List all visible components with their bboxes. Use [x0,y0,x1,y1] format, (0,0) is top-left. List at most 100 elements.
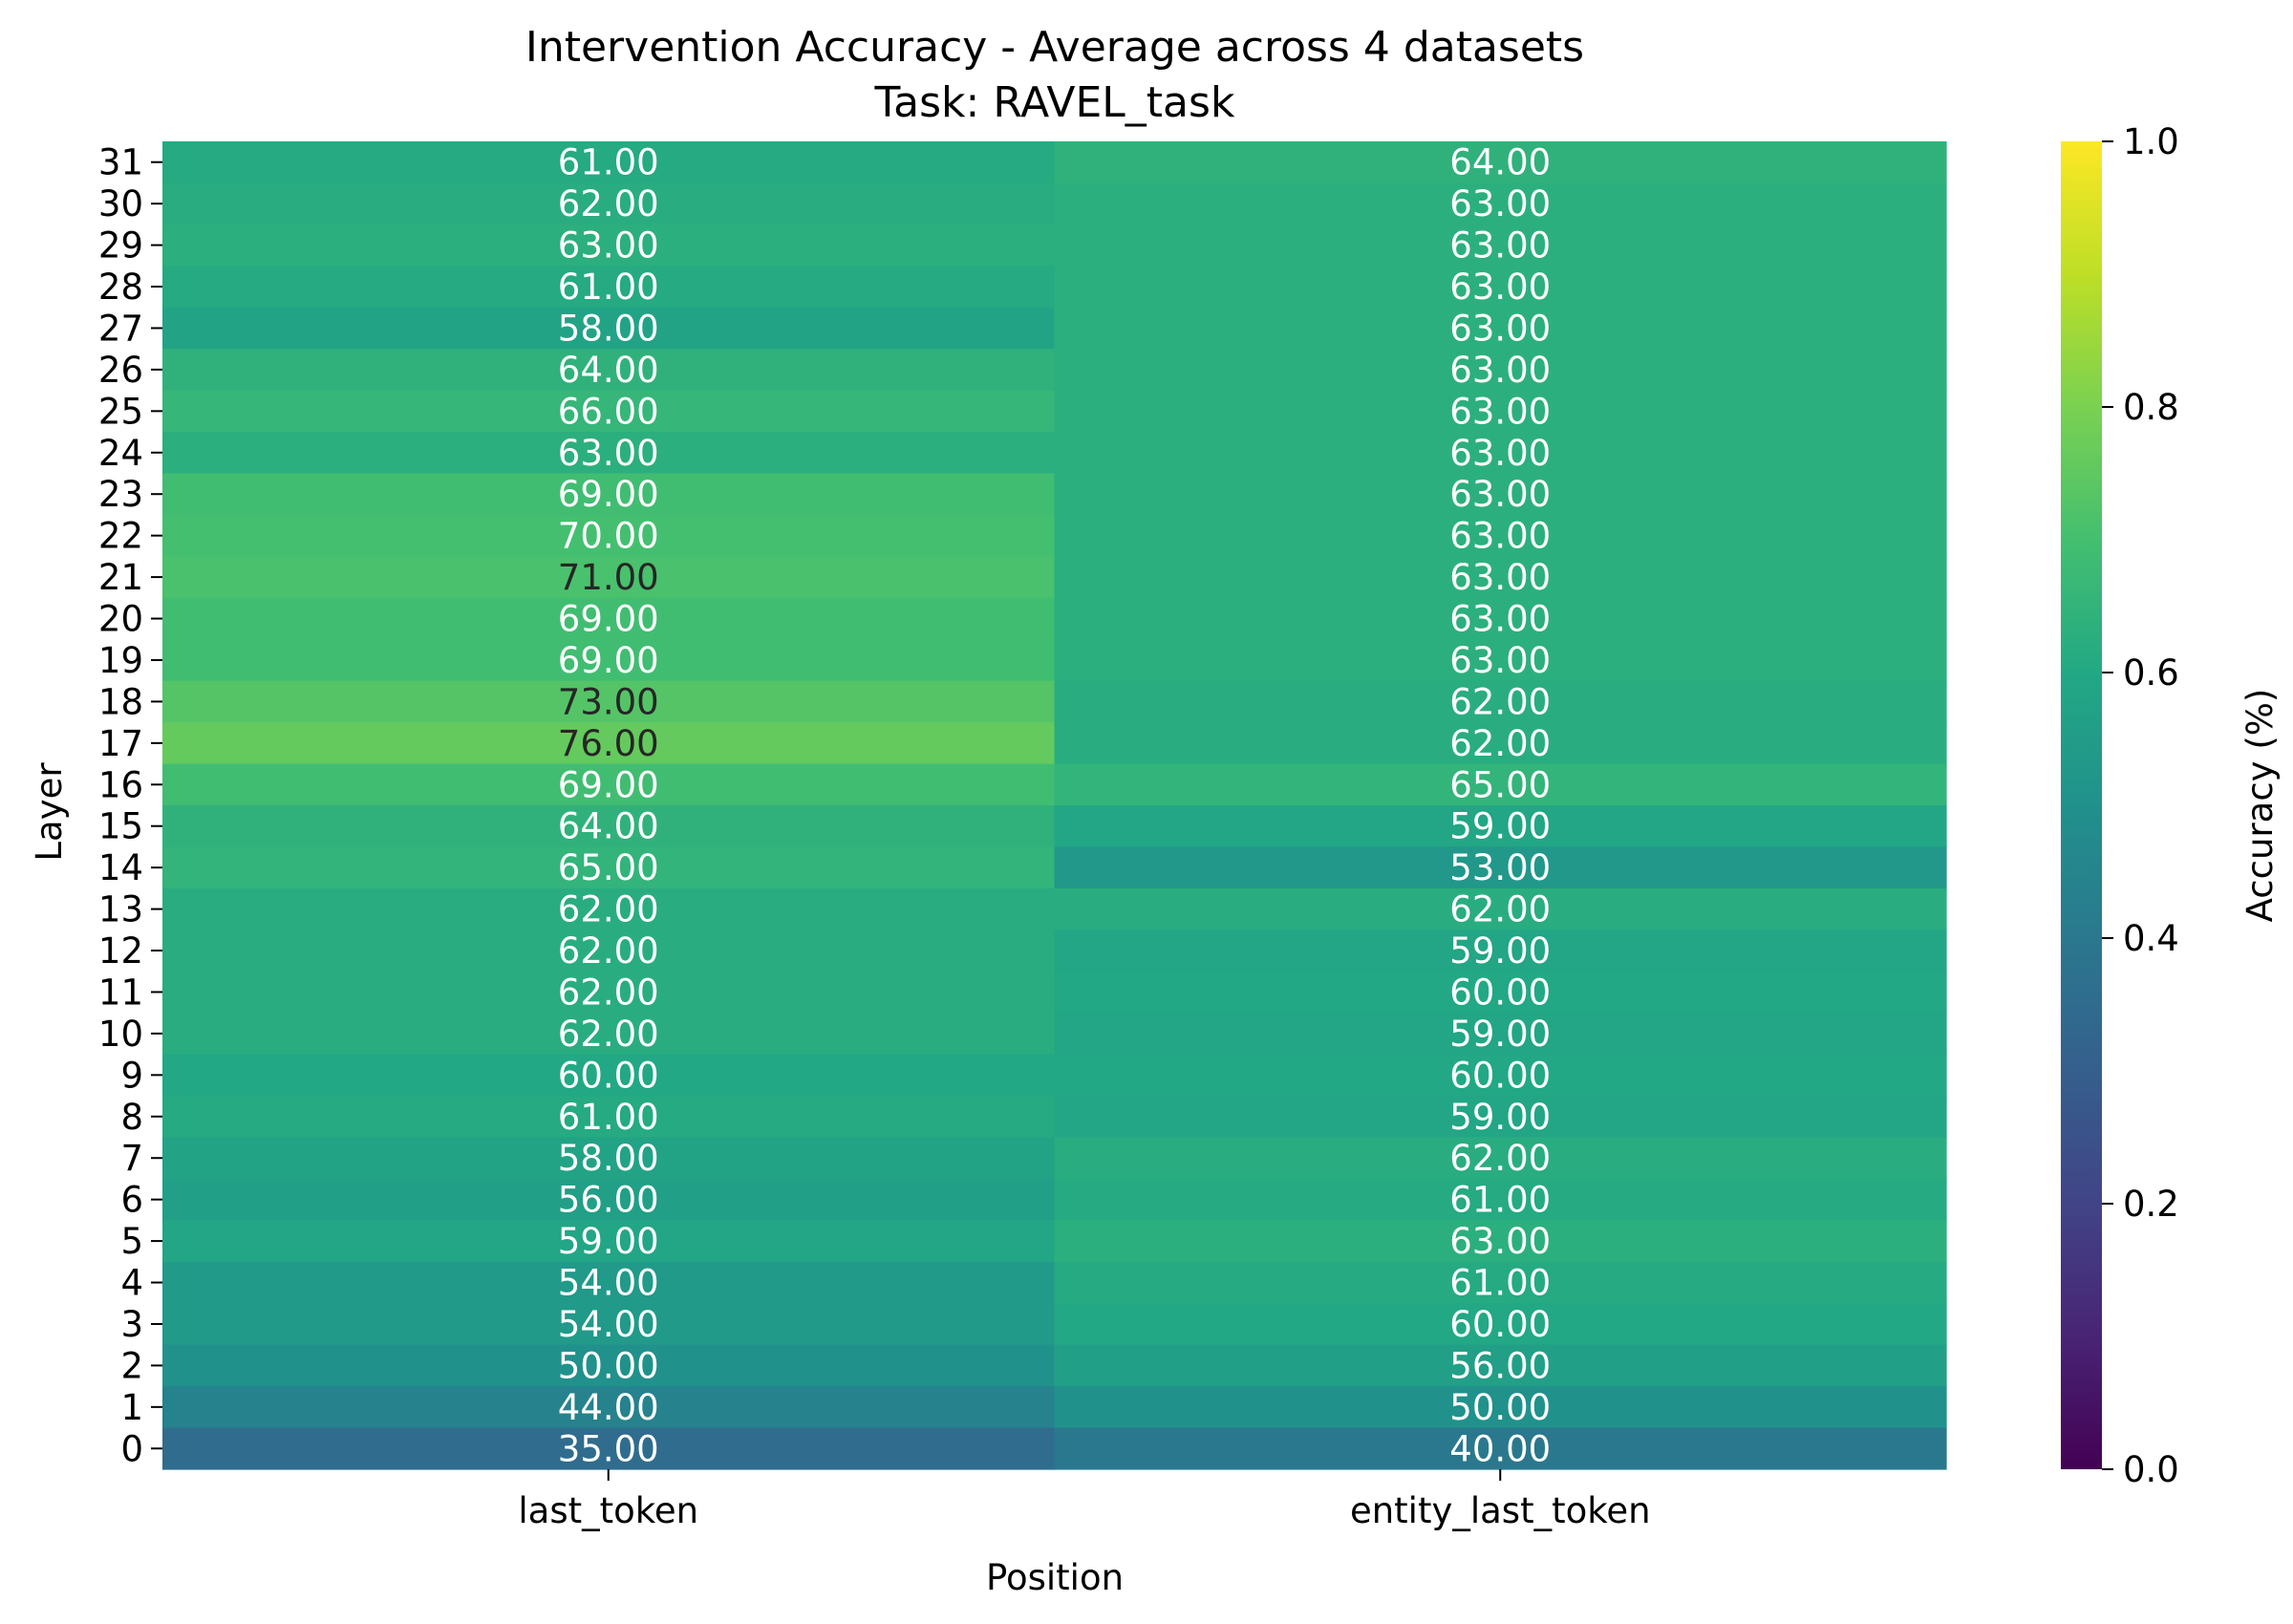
heatmap-cell [162,639,1056,682]
cell-value-label: 60.00 [1449,1055,1551,1096]
heatmap-cell [162,1054,1056,1097]
heatmap-cell [162,597,1056,640]
heatmap-cell [1054,432,1947,475]
heatmap-cell [1054,266,1947,309]
x-axis-label: Position [986,1557,1124,1598]
y-tick-label: 28 [98,267,143,308]
y-tick-label: 16 [98,764,143,805]
heatmap-cell [162,182,1056,225]
heatmap-cell [1054,514,1947,557]
cell-value-label: 63.00 [558,225,659,267]
heatmap-cell [162,1303,1056,1346]
y-tick-label: 14 [98,847,143,888]
heatmap-cell [1054,763,1947,806]
y-tick-label: 7 [120,1138,143,1179]
heatmap-cell [1054,307,1947,350]
heatmap-cell [1054,930,1947,972]
cell-value-label: 62.00 [1449,1138,1551,1179]
y-tick-label: 24 [98,433,143,474]
cell-value-label: 61.00 [1449,1180,1551,1221]
heatmap-cell [1054,887,1947,930]
cell-value-label: 35.00 [558,1428,659,1469]
cell-value-label: 59.00 [1449,806,1551,847]
cell-value-label: 61.00 [1449,1263,1551,1304]
heatmap-cell [162,141,1056,184]
x-axis: last_token entity_last_token [518,1469,1651,1531]
cell-value-label: 62.00 [558,183,659,224]
cell-value-label: 40.00 [1449,1428,1551,1469]
heatmap-cell [162,224,1056,267]
cell-value-label: 66.00 [558,391,659,432]
cell-value-label: 62.00 [1449,889,1551,930]
cell-value-label: 62.00 [1449,723,1551,764]
heatmap-cell [162,722,1056,765]
cell-value-label: 53.00 [1449,847,1551,888]
cell-value-label: 63.00 [1449,267,1551,308]
y-tick-label: 18 [98,681,143,722]
heatmap-cell [1054,1178,1947,1221]
heatmap-cell [162,680,1056,723]
x-tick-label: last_token [518,1490,698,1531]
cell-value-label: 69.00 [558,474,659,515]
cell-value-label: 50.00 [1449,1387,1551,1428]
heatmap-cell [162,805,1056,848]
cell-value-label: 63.00 [1449,640,1551,681]
heatmap-cell [1054,473,1947,516]
heatmap-cell [162,1178,1056,1221]
cell-value-label: 76.00 [558,723,659,764]
colorbar-label: Accuracy (%) [2239,689,2281,923]
y-axis-label: Layer [29,762,70,862]
cell-value-label: 63.00 [1449,350,1551,391]
heatmap-cell [1054,971,1947,1014]
y-tick-label: 25 [98,391,143,432]
cell-value-label: 62.00 [1449,681,1551,722]
cell-value-label: 61.00 [558,142,659,183]
cell-value-label: 71.00 [558,557,659,598]
cell-value-label: 60.00 [558,1055,659,1096]
cell-value-label: 63.00 [1449,308,1551,349]
y-tick-label: 29 [98,225,143,267]
heatmap-cell [162,763,1056,806]
cell-value-label: 54.00 [558,1304,659,1345]
cell-value-label: 59.00 [1449,1097,1551,1138]
heatmap-cell [1054,556,1947,599]
cell-value-label: 63.00 [1449,1221,1551,1262]
heatmap-cell [1054,1261,1947,1304]
cell-value-label: 73.00 [558,681,659,722]
heatmap-cell [162,1220,1056,1263]
heatmap-cell [1054,805,1947,848]
heatmap-cell [1054,1137,1947,1180]
y-tick-label: 6 [120,1180,143,1221]
y-tick-label: 8 [120,1097,143,1138]
heatmap-cell [1054,597,1947,640]
y-tick-label: 4 [120,1263,143,1304]
cell-value-label: 63.00 [1449,391,1551,432]
heatmap-cell [162,1261,1056,1304]
cell-value-label: 63.00 [1449,599,1551,640]
heatmap-cell [1054,1303,1947,1346]
cell-value-label: 58.00 [558,308,659,349]
heatmap-cell [1054,390,1947,433]
cell-value-label: 63.00 [1449,433,1551,474]
heatmap-cell [1054,1344,1947,1387]
cell-value-label: 50.00 [558,1345,659,1386]
y-tick-label: 19 [98,640,143,681]
colorbar-tick-label: 0.8 [2123,387,2179,428]
heatmap-cell [162,307,1056,350]
cell-value-label: 69.00 [558,764,659,805]
y-tick-label: 15 [98,806,143,847]
y-tick-label: 3 [120,1304,143,1345]
y-tick-label: 17 [98,723,143,764]
heatmap-cell [1054,1386,1947,1429]
heatmap-cell [1054,224,1947,267]
heatmap-cell [162,349,1056,392]
cell-value-label: 63.00 [1449,557,1551,598]
y-tick-label: 30 [98,183,143,224]
cell-value-label: 62.00 [558,1014,659,1055]
heatmap-cell [162,473,1056,516]
cell-value-label: 63.00 [1449,183,1551,224]
chart-subtitle: Task: RAVEL_task [874,78,1235,127]
colorbar-tick-label: 1.0 [2123,121,2179,162]
